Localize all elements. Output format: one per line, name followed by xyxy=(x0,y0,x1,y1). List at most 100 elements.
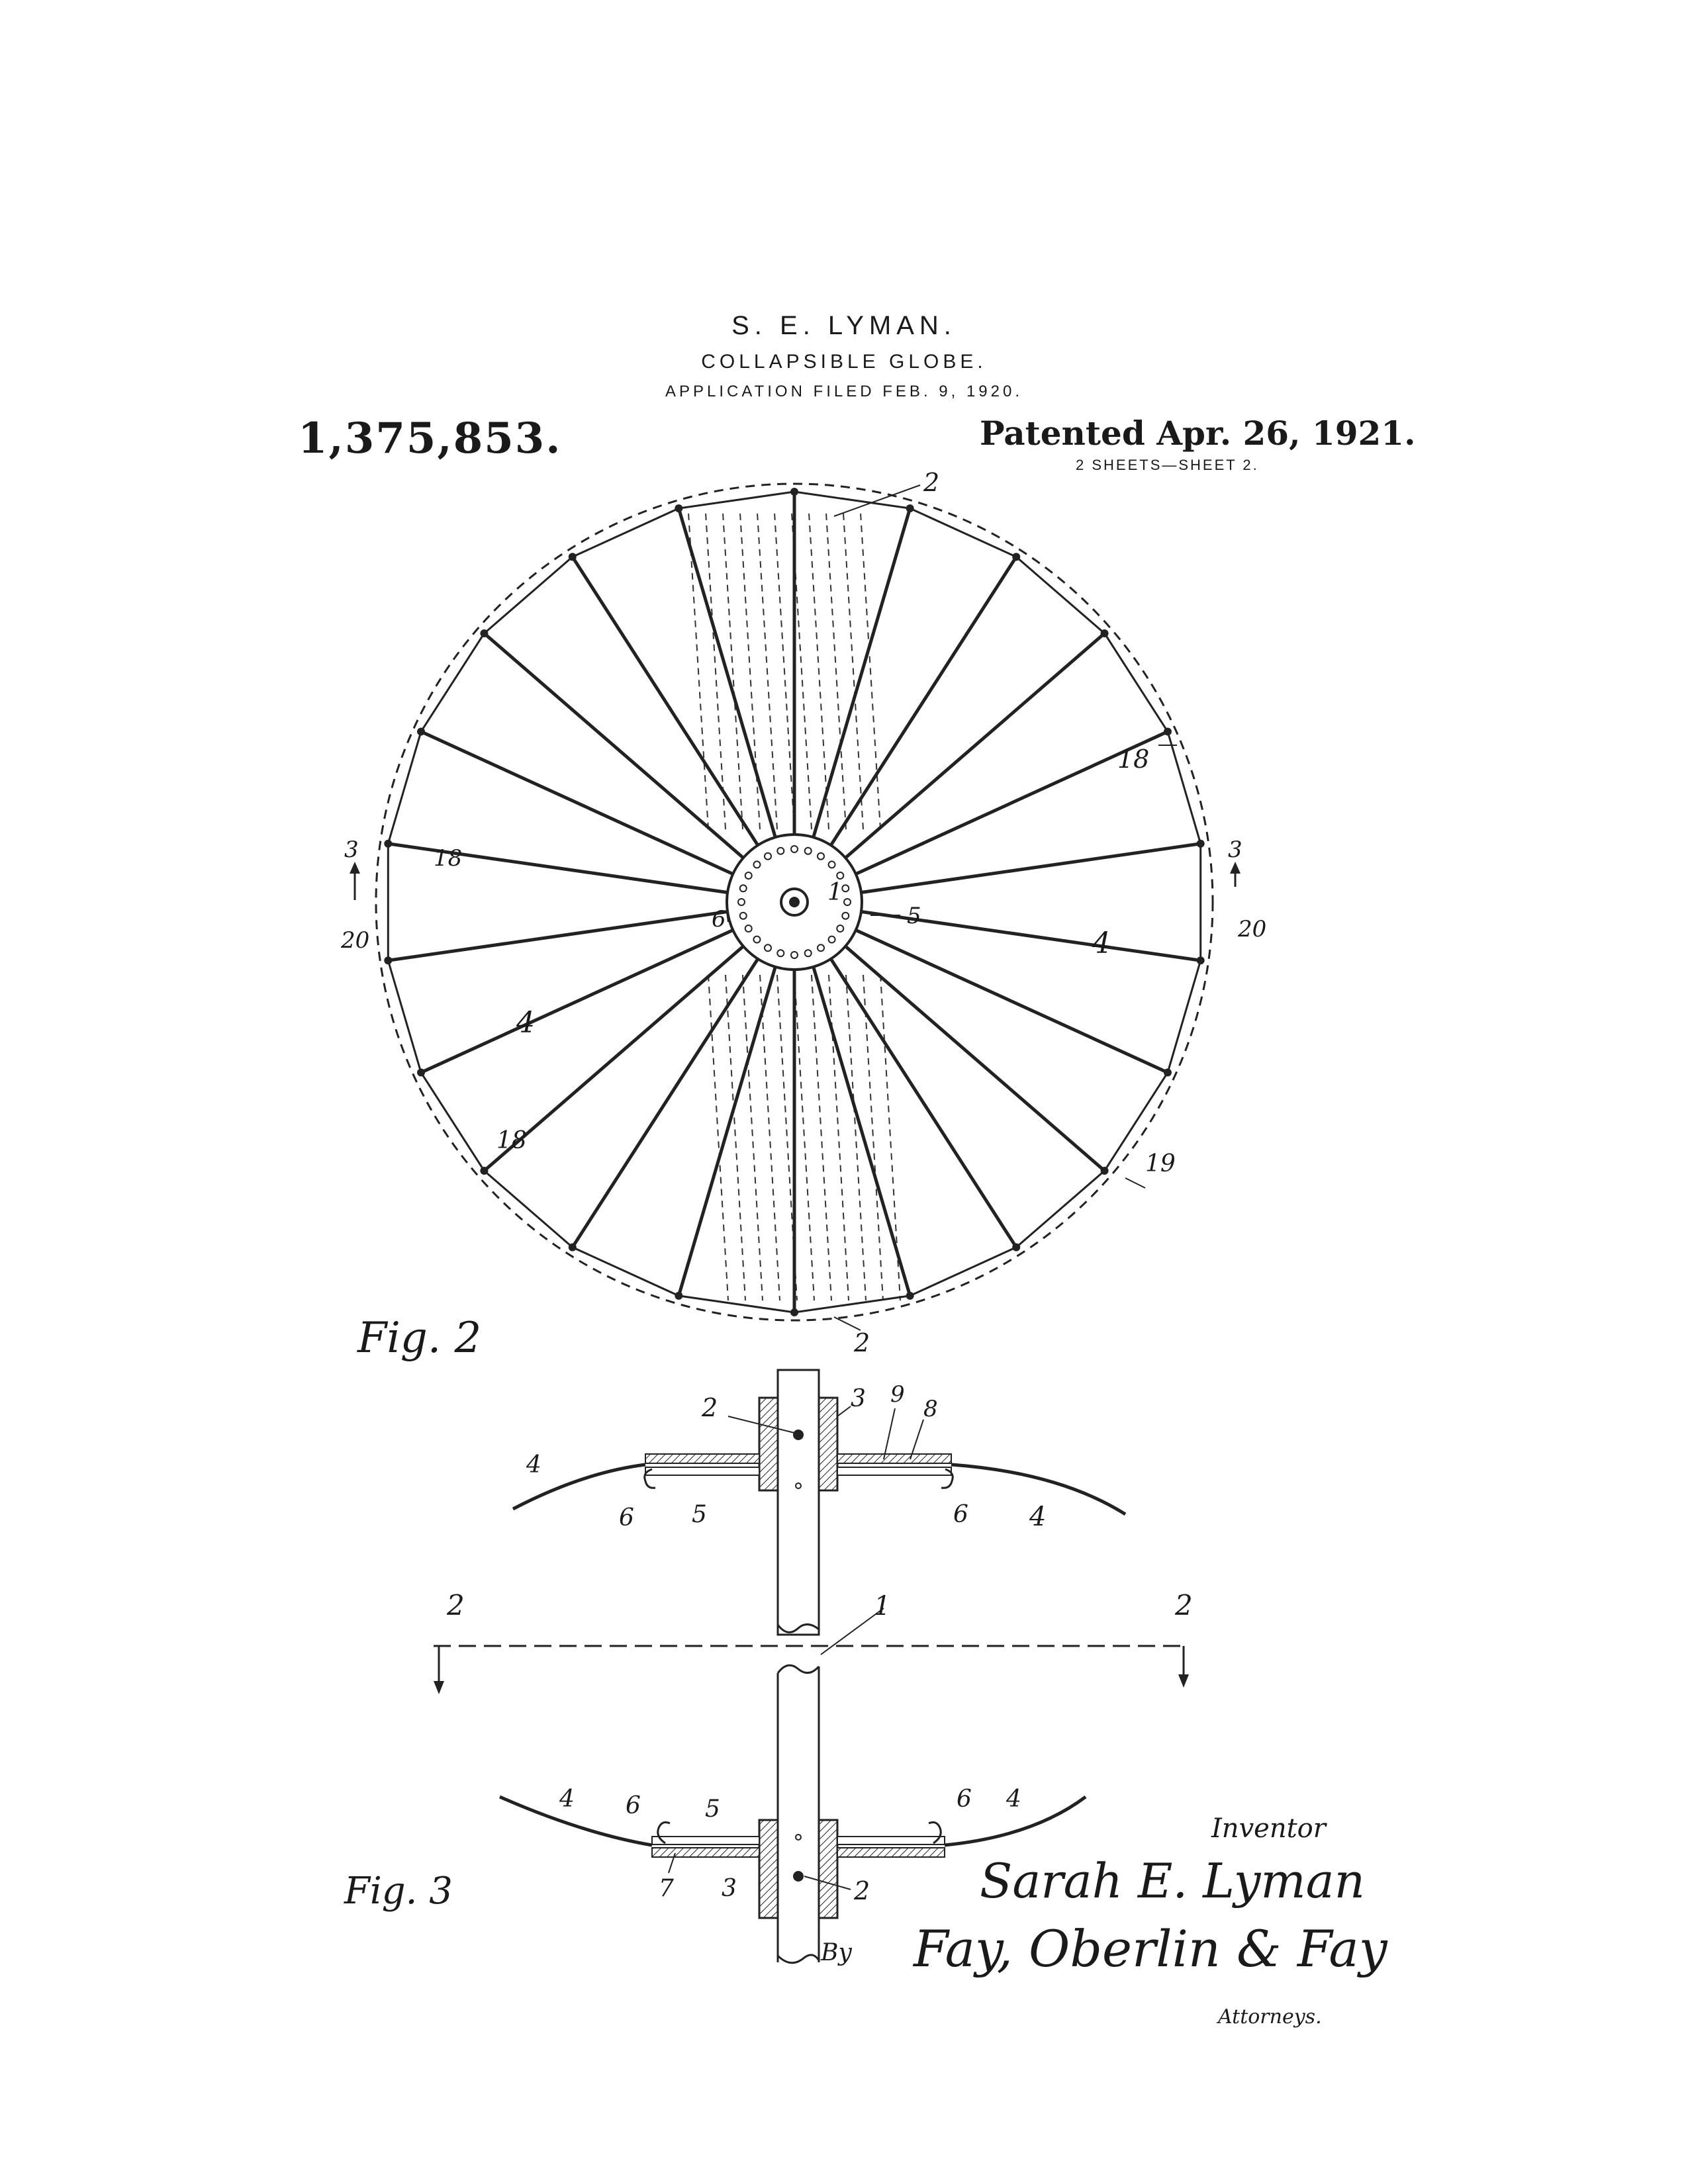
label-f3-top-5: 5 xyxy=(692,1501,707,1528)
rib-4-lower-right xyxy=(944,1795,1087,1847)
rib-spoke xyxy=(812,966,912,1297)
panel-strip-dashed xyxy=(860,512,881,830)
rib-spoke xyxy=(571,556,759,846)
plate-upper-right xyxy=(837,1453,952,1464)
rib-spoke xyxy=(829,556,1018,846)
hub-hole xyxy=(753,935,761,944)
hub-hole xyxy=(817,944,825,952)
rim-chord xyxy=(1015,556,1105,635)
leader-3-2-bottom xyxy=(804,1876,851,1890)
hub-center-dot xyxy=(789,897,800,907)
rib-spokes xyxy=(384,488,1205,1316)
plate-upper-left xyxy=(645,1453,760,1464)
hub-hole xyxy=(841,911,850,920)
rim-chord xyxy=(420,1071,485,1171)
disc-5-lower-left xyxy=(651,1836,760,1845)
rib-spoke xyxy=(420,929,734,1074)
rim-chord xyxy=(483,1169,573,1248)
rib-spoke xyxy=(387,910,728,962)
hub-hole xyxy=(776,949,785,958)
figure-3-section: 2 3 9 8 4 4 6 5 6 2 2 1 4 6 5 6 4 7 3 2 xyxy=(434,1369,1193,1964)
rim-chord xyxy=(794,490,910,510)
label-left-20: 20 xyxy=(340,927,369,954)
hub-hole xyxy=(790,951,798,959)
hook-6-lower-left xyxy=(657,1821,671,1844)
rib-4-lower-left xyxy=(498,1795,653,1847)
rib-spoke xyxy=(844,632,1106,860)
label-f3-top-right-4: 4 xyxy=(1029,1502,1046,1532)
rim-chord xyxy=(387,960,422,1073)
label-top-2: 2 xyxy=(923,468,939,497)
hole-upper xyxy=(795,1482,802,1489)
label-lower-right-19: 19 xyxy=(1145,1150,1176,1177)
tube-upper xyxy=(776,1369,820,1636)
rib-spoke xyxy=(483,632,745,860)
hook-6-lower-right xyxy=(928,1821,942,1844)
label-right-20: 20 xyxy=(1237,916,1266,942)
figure-3-caption: Fig. 3 xyxy=(344,1870,453,1913)
label-f3-top-left-4: 4 xyxy=(526,1451,541,1479)
rim-chord xyxy=(910,1246,1017,1297)
rib-spoke xyxy=(829,958,1018,1248)
leader-bottom-2 xyxy=(833,1316,861,1331)
rim-chord xyxy=(572,507,679,558)
panel-strip-dashed xyxy=(757,512,778,830)
tube-lower-break xyxy=(776,1664,820,1674)
hub-hole xyxy=(790,845,798,853)
hub-hole xyxy=(817,852,825,860)
panel-strip-dashed xyxy=(739,512,761,830)
hub-hole xyxy=(753,860,761,869)
disc-5-upper-right xyxy=(837,1467,952,1476)
patent-date: Patented Apr. 26, 1921. xyxy=(980,414,1416,453)
label-f3-top-left-6: 6 xyxy=(619,1504,634,1531)
rib-spoke xyxy=(387,842,728,894)
label-f3-bot-7: 7 xyxy=(659,1875,674,1902)
label-hub-6: 6 xyxy=(712,906,726,933)
rim-chord xyxy=(1166,960,1202,1073)
hub-hole xyxy=(764,944,772,952)
label-hub-5: 5 xyxy=(907,903,921,929)
panel-strip-dashed xyxy=(794,974,815,1301)
disc-5-upper-left xyxy=(645,1467,760,1476)
hub-hole xyxy=(739,884,747,893)
hub-center-ring xyxy=(780,887,809,917)
label-f3-top-3: 3 xyxy=(851,1385,866,1412)
label-f3-bot-3: 3 xyxy=(722,1875,737,1902)
plate-7-lower-right xyxy=(837,1847,945,1858)
plate-7-lower-left xyxy=(651,1847,760,1858)
label-f3-top-2: 2 xyxy=(701,1393,718,1422)
rib-spoke xyxy=(677,966,777,1297)
label-f3-section-right-2: 2 xyxy=(1174,1589,1193,1621)
arrow-head-left xyxy=(350,862,360,874)
hub-hole xyxy=(764,852,772,860)
label-left-3: 3 xyxy=(344,837,359,863)
label-right-3: 3 xyxy=(1228,837,1243,863)
hub-hole xyxy=(804,949,812,958)
rib-spoke xyxy=(677,508,777,838)
rim-chords xyxy=(387,490,1202,1314)
leader-19 xyxy=(1125,1177,1146,1189)
rib-spoke xyxy=(483,944,745,1172)
label-bottom-2: 2 xyxy=(853,1328,870,1357)
rib-spoke xyxy=(844,944,1106,1172)
collar-lower-right xyxy=(818,1819,839,1919)
rib-spoke xyxy=(812,508,912,838)
label-f3-tube-1: 1 xyxy=(874,1591,890,1621)
label-f3-bot-right-4: 4 xyxy=(1006,1786,1021,1813)
panel-strip-dashed xyxy=(774,512,795,830)
rib-4-upper-right xyxy=(951,1463,1127,1516)
label-left-18: 18 xyxy=(434,845,462,872)
rib-4-upper-left xyxy=(512,1463,646,1511)
label-hub-1: 1 xyxy=(827,879,843,906)
rib-spoke xyxy=(861,910,1201,962)
collar-lower-left xyxy=(758,1819,779,1919)
leader-6 xyxy=(726,911,729,923)
label-right-4: 4 xyxy=(1092,927,1111,960)
label-lower-left-18: 18 xyxy=(496,1127,527,1154)
label-f3-top-right-6: 6 xyxy=(953,1501,968,1528)
panel-strip-dashed xyxy=(688,512,709,830)
panel-strip-dashed xyxy=(725,974,746,1301)
rim-chord xyxy=(1166,731,1202,844)
label-f3-section-left-2: 2 xyxy=(446,1589,465,1621)
hub-hole xyxy=(836,925,845,933)
